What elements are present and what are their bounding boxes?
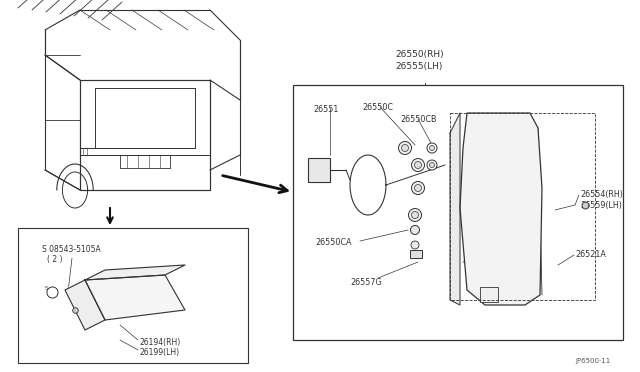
PathPatch shape	[460, 113, 542, 305]
Text: 26521A: 26521A	[575, 250, 606, 259]
Circle shape	[401, 144, 408, 151]
Polygon shape	[85, 275, 185, 320]
Bar	[293, 85, 623, 340]
Text: 26557G: 26557G	[350, 278, 381, 287]
Bar	[450, 113, 595, 300]
Text: 26550C: 26550C	[362, 103, 393, 112]
Circle shape	[429, 145, 435, 151]
Circle shape	[411, 241, 419, 249]
Circle shape	[415, 161, 422, 169]
Text: 26554(RH): 26554(RH)	[580, 190, 623, 199]
Text: 26550(RH): 26550(RH)	[395, 50, 444, 59]
Circle shape	[415, 185, 422, 192]
Circle shape	[412, 212, 419, 218]
Polygon shape	[65, 280, 105, 330]
Text: 26551: 26551	[313, 105, 339, 114]
Polygon shape	[85, 265, 185, 280]
Text: S: S	[45, 285, 49, 291]
Circle shape	[427, 143, 437, 153]
Circle shape	[412, 182, 424, 195]
Polygon shape	[450, 113, 460, 305]
Text: 26194(RH): 26194(RH)	[140, 338, 181, 347]
Circle shape	[399, 141, 412, 154]
Circle shape	[412, 158, 424, 171]
Text: 26559(LH): 26559(LH)	[580, 201, 622, 210]
Bar	[18, 228, 248, 363]
Text: JP6500·11: JP6500·11	[575, 358, 611, 364]
Circle shape	[429, 163, 435, 167]
Circle shape	[410, 225, 419, 234]
Circle shape	[427, 160, 437, 170]
Text: 26550CB: 26550CB	[400, 115, 436, 124]
Text: 26199(LH): 26199(LH)	[140, 348, 180, 357]
Bar	[480, 287, 498, 302]
Bar	[308, 158, 330, 182]
Text: 26550CA: 26550CA	[315, 238, 351, 247]
Bar	[410, 250, 422, 258]
Text: ( 2 ): ( 2 )	[47, 255, 63, 264]
Text: 26555(LH): 26555(LH)	[395, 62, 442, 71]
Circle shape	[408, 208, 422, 221]
Text: S 08543-5105A: S 08543-5105A	[42, 245, 100, 254]
